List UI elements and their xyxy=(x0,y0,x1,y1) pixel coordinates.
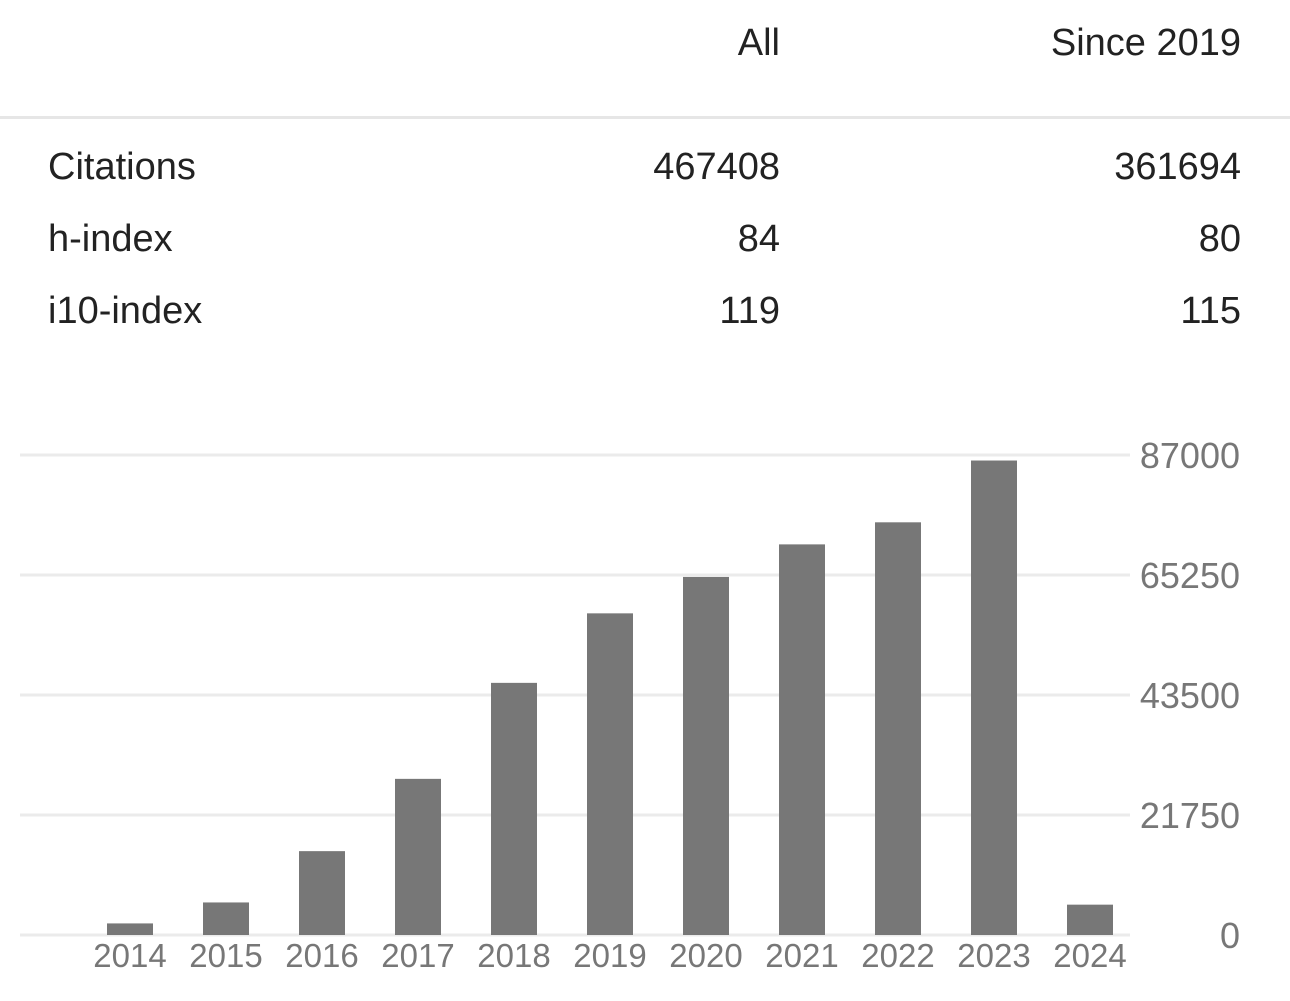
bar-2019[interactable] xyxy=(587,613,633,935)
bar-2021[interactable] xyxy=(779,544,825,935)
x-tick-label: 2018 xyxy=(477,937,550,974)
x-tick-label: 2020 xyxy=(669,937,742,974)
x-tick-label: 2019 xyxy=(573,937,646,974)
bars xyxy=(107,460,1113,935)
x-tick-label: 2021 xyxy=(765,937,838,974)
h-index-all-value: 84 xyxy=(737,218,780,260)
x-axis-ticks: 2014 2015 2016 2017 2018 2019 2020 2021 2022 2023… xyxy=(93,937,1126,974)
stats-row-i10-index: i10-index 119 115 xyxy=(0,272,1290,344)
row-label-h-index[interactable]: h-index xyxy=(48,218,173,260)
i10-index-since-value: 115 xyxy=(1180,290,1241,332)
citation-stats-table: All Since 2019 xyxy=(0,0,1290,119)
column-header-since-2019[interactable]: Since 2019 xyxy=(1050,22,1241,64)
i10-index-all-value: 119 xyxy=(719,290,780,332)
stats-row-h-index: h-index 84 80 xyxy=(0,200,1290,272)
bar-2024[interactable] xyxy=(1067,904,1113,935)
citations-since-value: 361694 xyxy=(1114,146,1241,188)
y-tick-label: 65250 xyxy=(1140,555,1240,596)
y-axis-ticks: 0 21750 43500 65250 87000 xyxy=(1140,435,1240,956)
x-tick-label: 2014 xyxy=(93,937,166,974)
x-tick-label: 2022 xyxy=(861,937,934,974)
x-tick-label: 2016 xyxy=(285,937,358,974)
bar-2014[interactable] xyxy=(107,923,153,935)
citations-all-value: 467408 xyxy=(653,146,780,188)
x-tick-label: 2024 xyxy=(1053,937,1126,974)
row-label-citations[interactable]: Citations xyxy=(48,146,196,188)
stats-rows: Citations 467408 361694 h-index 84 80 i1… xyxy=(0,128,1290,344)
bar-2016[interactable] xyxy=(299,851,345,935)
stats-header-row: All Since 2019 xyxy=(0,0,1290,119)
y-tick-label: 0 xyxy=(1220,915,1240,956)
h-index-since-value: 80 xyxy=(1198,218,1241,260)
stats-row-citations: Citations 467408 361694 xyxy=(0,128,1290,200)
column-header-all[interactable]: All xyxy=(737,22,780,64)
row-label-i10-index[interactable]: i10-index xyxy=(48,290,203,332)
bar-2015[interactable] xyxy=(203,902,249,935)
x-tick-label: 2023 xyxy=(957,937,1030,974)
bar-2017[interactable] xyxy=(395,778,441,935)
bar-2020[interactable] xyxy=(683,576,729,935)
y-tick-label: 87000 xyxy=(1140,435,1240,476)
y-tick-label: 21750 xyxy=(1140,795,1240,836)
x-tick-label: 2015 xyxy=(189,937,262,974)
bar-2023[interactable] xyxy=(971,460,1017,935)
y-tick-label: 43500 xyxy=(1140,675,1240,716)
x-tick-label: 2017 xyxy=(381,937,454,974)
grid-lines xyxy=(20,453,1130,937)
bar-2022[interactable] xyxy=(875,522,921,935)
bar-2018[interactable] xyxy=(491,682,537,935)
